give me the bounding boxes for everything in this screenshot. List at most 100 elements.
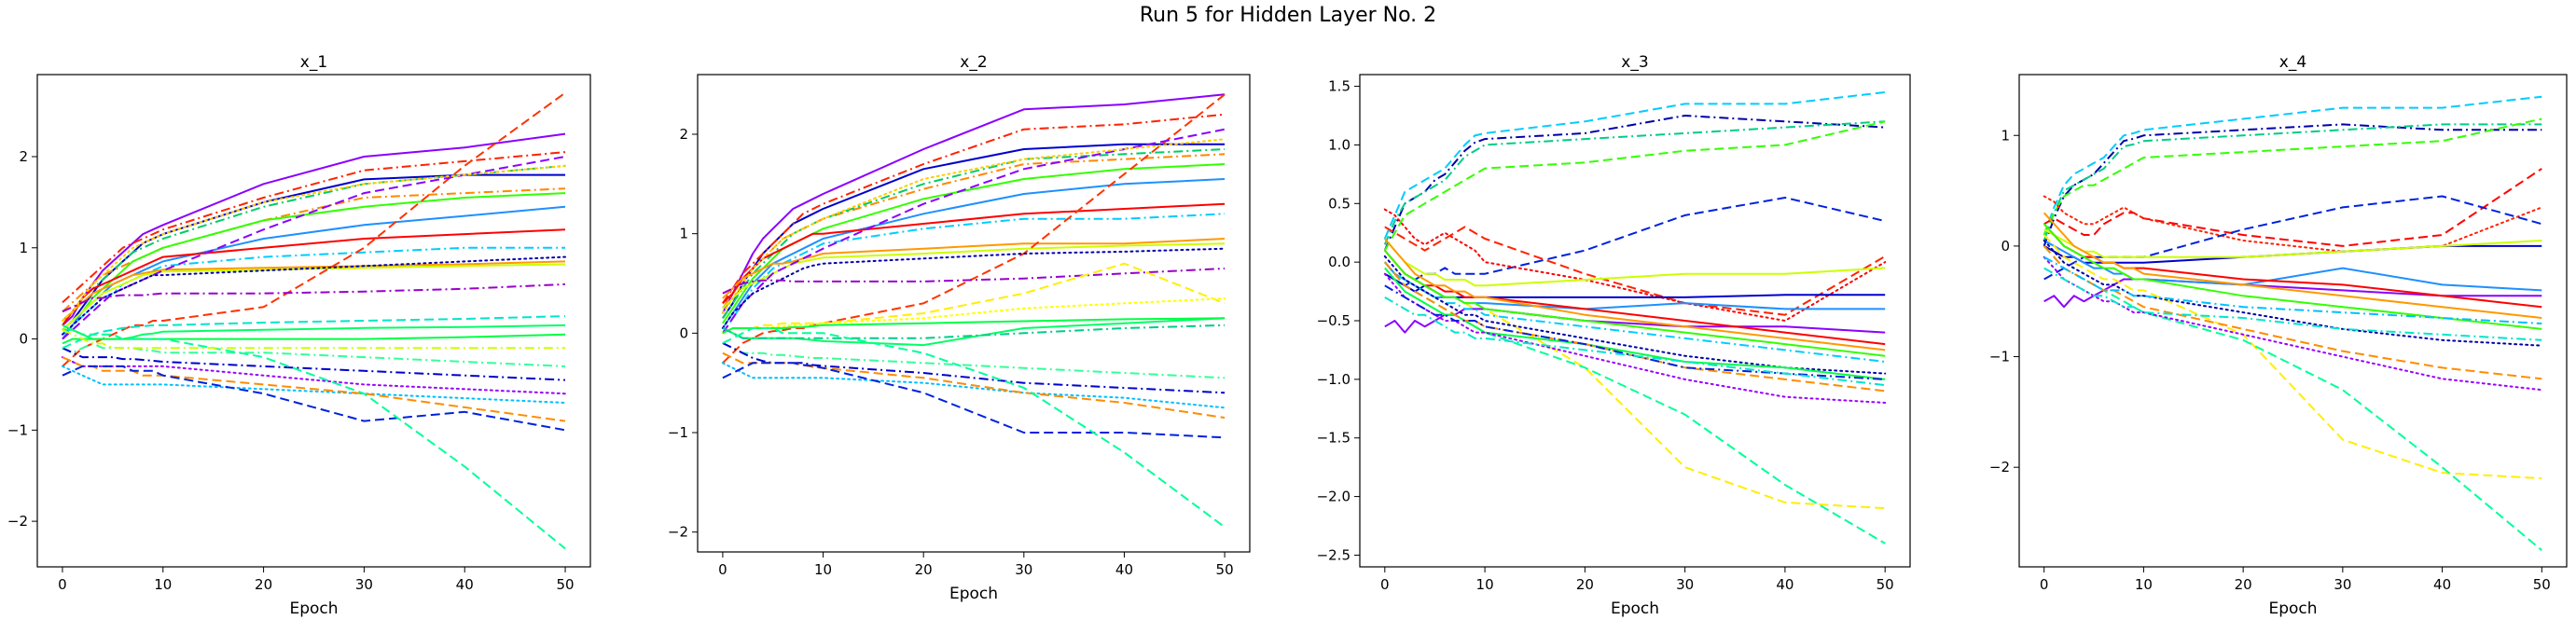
series-line-17 <box>62 315 566 336</box>
series-line-27 <box>62 328 565 350</box>
series-line-6 <box>2043 195 2543 253</box>
x-axis-label: Epoch <box>289 599 338 618</box>
series-line-26 <box>722 362 1226 439</box>
series-line-8 <box>1384 238 1886 287</box>
y-tick-label: 0 <box>679 324 688 341</box>
series-line-20 <box>722 317 1226 335</box>
series-group <box>62 91 566 550</box>
y-tick-label: −2.5 <box>1317 546 1350 563</box>
series-line-3 <box>722 113 1226 304</box>
subplot-title: x_3 <box>1621 53 1648 72</box>
series-line-20 <box>2043 267 2542 341</box>
series-line-5 <box>2043 168 2542 247</box>
series-line-15 <box>721 247 1226 329</box>
series-line-13 <box>1384 261 1886 310</box>
series-group <box>721 93 1226 529</box>
y-tick-label: −1.0 <box>1317 371 1350 388</box>
y-tick-label: 2 <box>19 148 28 165</box>
x-axis-label: Epoch <box>949 585 998 603</box>
y-tick-label: −1 <box>668 424 688 441</box>
y-tick-label: 1.0 <box>1328 136 1350 153</box>
series-line-17 <box>722 262 1226 335</box>
series-line-10 <box>722 238 1226 299</box>
series-line-5 <box>1384 197 1886 287</box>
y-tick-label: 1 <box>19 240 28 256</box>
series-line-4 <box>62 187 566 312</box>
y-tick-label: −1 <box>1989 349 2010 365</box>
series-line-18 <box>62 324 566 340</box>
series-line-8 <box>62 205 566 340</box>
subplot-3: 0 10 20 30 40 50 −2.5 −2.0 −1.5 −1.0 −0.5 0.0 0.5 1.0… <box>1317 53 1911 618</box>
x-tick-label: 0 <box>58 576 67 593</box>
series-line-3 <box>1383 120 1886 245</box>
x-tick-label: 40 <box>1776 576 1794 593</box>
series-line-16 <box>1384 249 1886 357</box>
series-line-2 <box>1383 115 1886 251</box>
series-line-10 <box>62 260 566 322</box>
series-line-21 <box>722 324 1226 339</box>
y-tick-label: 1.5 <box>1328 78 1350 95</box>
series-line-4 <box>1383 120 1886 252</box>
x-tick-label: 40 <box>1115 561 1133 578</box>
y-tick-label: 1 <box>2001 127 2010 144</box>
series-line-3 <box>62 151 566 304</box>
x-tick-label: 30 <box>1676 576 1694 593</box>
series-line-7 <box>2043 195 2542 281</box>
series-line-27 <box>722 327 1226 529</box>
series-line-25 <box>62 365 566 432</box>
series-line-17 <box>2043 240 2543 347</box>
x-tick-label: 50 <box>556 576 574 593</box>
x-tick-label: 10 <box>1476 576 1494 593</box>
series-group <box>2043 95 2543 551</box>
series-line-14 <box>62 164 566 322</box>
y-tick-label: −2.0 <box>1317 489 1350 505</box>
x-tick-label: 30 <box>1015 561 1032 578</box>
series-line-7 <box>62 192 566 331</box>
subplot-4: 0 10 20 30 40 50 −2 −1 0 1 x_4 Epoch <box>1989 53 2568 618</box>
series-line-7 <box>722 163 1226 324</box>
series-line-22 <box>62 356 566 395</box>
series-line-8 <box>722 178 1226 329</box>
series-line-14 <box>2043 223 2542 330</box>
series-line-18 <box>1383 255 1887 375</box>
series-line-5 <box>62 164 566 322</box>
series-line-20 <box>1384 261 1886 393</box>
y-tick-label: −2 <box>7 513 28 530</box>
series-line-1 <box>62 132 566 326</box>
x-tick-label: 0 <box>2040 576 2049 593</box>
y-tick-label: 0 <box>19 331 28 348</box>
subplot-title: x_1 <box>300 53 327 72</box>
series-line-13 <box>722 128 1226 334</box>
x-tick-label: 40 <box>456 576 474 593</box>
series-line-21 <box>2043 255 2542 324</box>
series-line-17 <box>1384 261 1886 363</box>
x-tick-label: 50 <box>1216 561 1234 578</box>
subplot-1: 0 10 20 30 40 50 −2 −1 0 1 2 x_1 Epoch <box>7 53 591 618</box>
series-line-22 <box>722 342 1226 379</box>
x-tick-label: 50 <box>2533 576 2551 593</box>
y-tick-label: −2 <box>668 524 688 541</box>
series-line-16 <box>2043 245 2542 551</box>
x-tick-label: 10 <box>814 561 832 578</box>
series-line-5 <box>722 148 1226 319</box>
series-line-16 <box>62 282 566 313</box>
axes-frame <box>697 74 1251 553</box>
series-line-20 <box>62 342 566 367</box>
series-line-24 <box>62 356 566 422</box>
series-line-10 <box>1384 261 1886 544</box>
series-line-13 <box>2043 212 2542 319</box>
series-line-7 <box>1384 226 1886 316</box>
y-tick-label: −2 <box>1989 459 2010 475</box>
series-line-22 <box>1384 284 1886 380</box>
subplot-title: x_2 <box>960 53 987 72</box>
series-line-2 <box>2043 123 2542 247</box>
series-line-1 <box>722 93 1226 314</box>
axes-frame <box>36 74 591 568</box>
series-line-16 <box>722 268 1226 295</box>
series-line-4 <box>2043 117 2542 236</box>
y-tick-label: 0.0 <box>1328 254 1350 270</box>
series-line-21 <box>1383 272 1887 404</box>
axes-frame <box>2018 74 2568 568</box>
x-tick-label: 40 <box>2433 576 2451 593</box>
series-line-13 <box>62 156 566 340</box>
